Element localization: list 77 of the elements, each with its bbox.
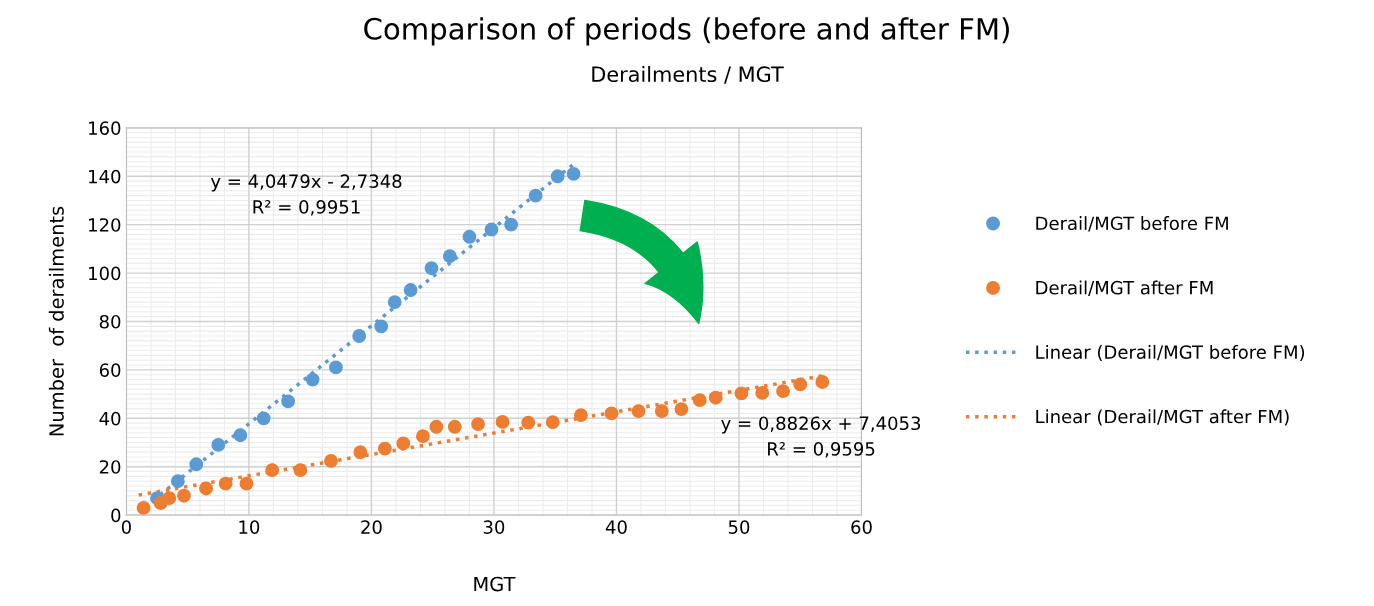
x-tick-label: 40	[605, 520, 627, 534]
x-axis-title: MGT	[474, 576, 516, 592]
point	[550, 169, 565, 184]
y-tick-label: 60	[99, 363, 121, 377]
point	[233, 428, 248, 443]
point	[815, 375, 830, 389]
point	[674, 402, 689, 417]
point	[177, 488, 191, 503]
point	[374, 319, 389, 334]
point	[528, 188, 543, 203]
y-tick-label: 100	[89, 266, 121, 281]
point	[415, 429, 430, 444]
point	[324, 453, 338, 468]
point	[447, 419, 462, 434]
point	[484, 222, 499, 237]
point	[424, 261, 439, 276]
point	[136, 500, 151, 515]
point	[239, 476, 254, 491]
point	[692, 393, 707, 408]
point	[429, 419, 444, 434]
x-tick-label: 10	[239, 520, 260, 534]
point	[211, 438, 226, 452]
legend-label: Linear (Derail/MGT before FM)	[1036, 344, 1305, 362]
point	[631, 404, 646, 418]
x-tick-label: 50	[728, 520, 750, 534]
legend-label: Derail/MGT before FM	[1036, 216, 1228, 232]
point	[218, 476, 233, 491]
point	[521, 415, 536, 430]
chart-subtitle: Derailments / MGT	[592, 65, 784, 84]
point	[189, 457, 204, 472]
y-tick-label: 140	[89, 169, 121, 184]
point	[708, 390, 723, 405]
x-tick-label: 20	[361, 520, 382, 534]
y-tick-label: 40	[99, 411, 121, 426]
point	[265, 463, 280, 477]
point	[305, 372, 320, 387]
point	[162, 491, 177, 506]
legend-label: Linear (Derail/MGT after FM)	[1036, 409, 1289, 426]
point	[442, 249, 457, 264]
point	[654, 404, 669, 418]
point	[281, 394, 296, 409]
point	[352, 329, 367, 343]
y-axis-title: Number of derailments	[48, 206, 64, 436]
y-tick-label: 80	[99, 314, 121, 329]
chart-title: Comparison of periods (before and after FM)	[364, 17, 1009, 46]
point	[170, 474, 185, 489]
annotation: y = 4,0479x - 2,7348 R² = 0,9951	[210, 174, 402, 216]
point	[604, 406, 619, 421]
point	[396, 436, 411, 451]
x-tick-label: 60	[851, 520, 872, 534]
point	[353, 445, 368, 460]
point	[256, 411, 271, 426]
point	[776, 384, 790, 399]
y-tick-label: 160	[89, 121, 121, 135]
point	[545, 415, 560, 430]
point	[755, 385, 770, 400]
point	[566, 166, 581, 181]
y-tick-label: 120	[89, 218, 121, 232]
point	[293, 463, 308, 477]
point	[504, 217, 519, 232]
annotation: y = 0,8826x + 7,4053 R² = 0,9595	[721, 416, 921, 458]
point	[462, 229, 477, 244]
x-tick-label: 30	[483, 520, 505, 534]
y-tick-label: 20	[99, 460, 121, 474]
legend-label: Derail/MGT after FM	[1036, 280, 1213, 296]
point	[329, 360, 343, 375]
point	[387, 295, 402, 310]
point	[378, 441, 392, 456]
point	[495, 415, 510, 429]
x-tick-label: 0	[121, 520, 131, 534]
point	[734, 386, 749, 401]
point	[199, 481, 213, 496]
point	[471, 417, 485, 432]
y-tick-label: 0	[111, 508, 121, 523]
point	[403, 283, 418, 297]
point	[574, 408, 588, 423]
point	[793, 377, 808, 392]
